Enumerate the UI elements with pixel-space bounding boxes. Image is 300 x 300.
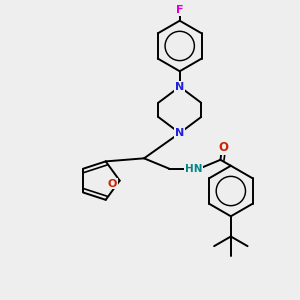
- Text: F: F: [176, 5, 184, 15]
- Text: N: N: [175, 82, 184, 92]
- Text: HN: HN: [185, 164, 203, 174]
- Text: N: N: [175, 128, 184, 138]
- Text: O: O: [108, 178, 117, 189]
- Text: O: O: [218, 141, 228, 154]
